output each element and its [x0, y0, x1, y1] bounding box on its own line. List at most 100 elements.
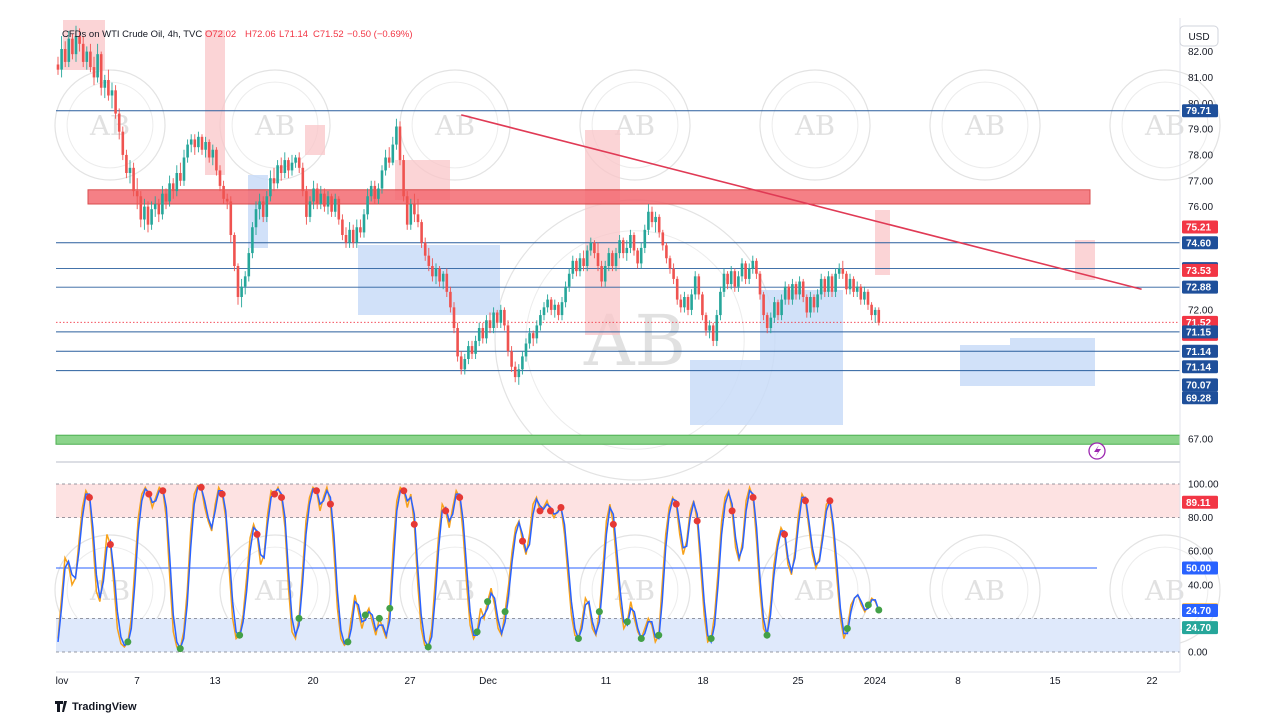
cross-down-dot: [519, 537, 527, 545]
candle: [679, 294, 683, 313]
cross-down-dot: [218, 490, 226, 498]
watermark-monogram: AB: [254, 110, 295, 142]
cross-down-dot: [106, 540, 114, 548]
candle: [873, 307, 877, 323]
candle: [733, 268, 737, 292]
candle-body: [341, 219, 344, 235]
candle-body: [63, 49, 67, 62]
candle-body: [607, 253, 611, 266]
candle-body: [549, 299, 553, 310]
candle-body: [247, 253, 251, 277]
cross-down-dot: [693, 517, 701, 525]
candle: [240, 278, 243, 308]
candle-body: [546, 299, 549, 308]
overbought-band: [56, 484, 1180, 518]
lightning-icon[interactable]: [1088, 442, 1106, 460]
candle: [78, 28, 81, 52]
candle-body: [78, 36, 81, 44]
candle: [423, 237, 427, 261]
candle: [229, 196, 233, 243]
candle: [470, 340, 474, 359]
time-tick-label: lov: [56, 676, 69, 687]
candle-body: [359, 227, 362, 233]
candle: [261, 196, 265, 223]
stoch-d-line: [57, 486, 880, 651]
candle: [823, 276, 827, 297]
candle-body: [560, 302, 564, 316]
tradingview-logo-icon[interactable]: [55, 701, 67, 712]
candle: [362, 209, 366, 238]
candle: [503, 307, 506, 331]
candle-body: [866, 291, 870, 305]
candle-body: [751, 260, 755, 269]
candle-body: [243, 276, 247, 287]
candle: [330, 193, 333, 217]
candle-body: [135, 191, 139, 197]
candle: [369, 180, 373, 202]
candle: [629, 229, 632, 254]
candle: [150, 201, 153, 230]
candle-body: [830, 276, 834, 292]
candle-body: [528, 333, 531, 344]
price-badge-bg: [1182, 391, 1218, 405]
candle: [769, 312, 773, 334]
candle-body: [801, 281, 805, 297]
candle: [603, 260, 607, 287]
candle: [539, 309, 542, 331]
candle: [834, 268, 837, 297]
candle-body: [762, 294, 765, 316]
candle-body: [114, 90, 117, 114]
candle-body: [438, 268, 441, 282]
candle: [531, 330, 535, 347]
price-badge-text: 70.07: [1186, 380, 1211, 391]
candle: [794, 281, 798, 300]
currency-button[interactable]: [1179, 25, 1219, 47]
candle: [855, 281, 859, 297]
candle-body: [474, 340, 477, 354]
cross-down-dot: [85, 493, 93, 501]
candle-body: [395, 126, 398, 145]
candle: [405, 191, 409, 230]
time-tick-label: 7: [134, 676, 140, 687]
price-badge-text: 69.28: [1186, 393, 1211, 404]
candle: [528, 328, 531, 349]
candle-body: [744, 263, 747, 279]
candle-body: [297, 157, 301, 168]
candle: [791, 278, 794, 305]
candle: [135, 178, 139, 210]
stoch-k-line: [57, 484, 880, 650]
candle-body: [870, 304, 873, 316]
price-badge: 71.14: [1182, 344, 1218, 358]
candle: [492, 307, 495, 334]
candle-body: [301, 167, 305, 192]
candle: [153, 196, 157, 217]
candle-body: [445, 273, 449, 292]
candle-body: [391, 144, 395, 163]
price-badge-text: 79.71: [1186, 106, 1211, 117]
candle-body: [708, 325, 711, 331]
candle-body: [733, 271, 737, 287]
candle-body: [495, 312, 499, 323]
candle: [92, 56, 96, 86]
cross-up-dot: [124, 638, 132, 646]
candle: [315, 183, 319, 210]
watermark-ring-inner: [591, 81, 679, 169]
candle-body: [629, 235, 632, 248]
candle-body: [553, 304, 557, 310]
price-badge: 73.53: [1182, 263, 1218, 277]
candle: [657, 214, 661, 238]
candle: [398, 121, 402, 166]
stoch-badge: 50.00: [1182, 561, 1218, 575]
stoch-badge-text: 24.70: [1186, 623, 1211, 634]
candle: [524, 338, 528, 362]
watermark-ring-inner: [66, 81, 154, 169]
candle: [157, 198, 161, 223]
candle-body: [139, 196, 143, 220]
candle: [812, 294, 816, 313]
candle: [103, 74, 107, 99]
candle-body: [852, 278, 855, 292]
cross-down-dot: [801, 497, 809, 505]
candle: [877, 307, 881, 326]
